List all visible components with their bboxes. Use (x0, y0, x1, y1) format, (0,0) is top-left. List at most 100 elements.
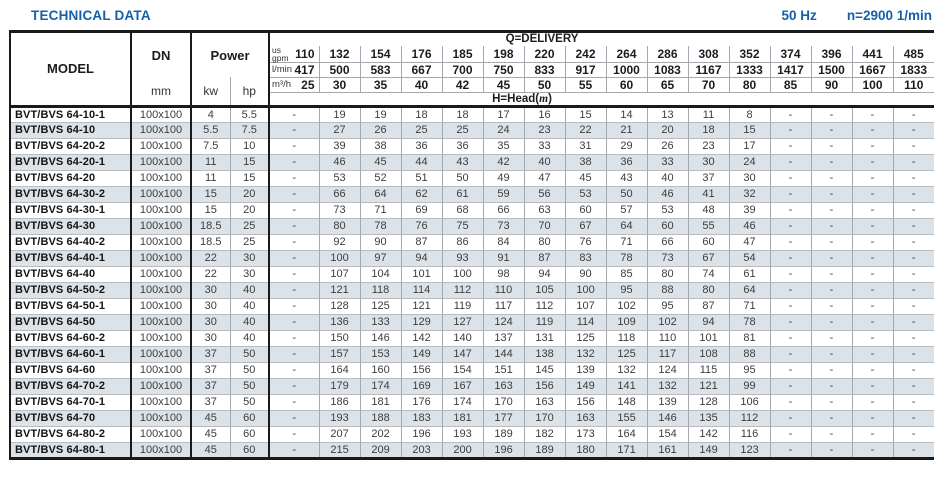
head-value: - (769, 441, 812, 458)
head-value: 148 (605, 393, 648, 410)
head-value: 102 (646, 313, 689, 330)
table-row: BVT/BVS 64-60-2 100x100 30 40-150 146 142 140 1… (10, 329, 935, 346)
head-value: 17 (482, 104, 525, 122)
head-value: - (892, 281, 935, 298)
head-value: 112 (523, 297, 566, 314)
head-value: - (892, 409, 935, 426)
flow-value: 110 (892, 77, 935, 93)
head-value: - (851, 329, 894, 346)
head-value: 99 (728, 377, 771, 394)
head-value: 50 (605, 185, 648, 202)
flow-value: 833 (523, 62, 566, 78)
head-value: 109 (605, 313, 648, 330)
head-value: 29 (605, 137, 648, 154)
head-value: - (851, 409, 894, 426)
head-value: 180 (564, 441, 607, 458)
dn-column-header: DN (130, 31, 191, 77)
model-name: BVT/BVS 64-60 (10, 361, 131, 378)
head-value: - (268, 409, 320, 426)
head-value: - (892, 297, 935, 314)
head-value: 75 (441, 217, 484, 234)
table-row: BVT/BVS 64-70-2 100x100 37 50-179 174 169 167 1… (10, 377, 935, 394)
head-value: 61 (441, 185, 484, 202)
flow-value: 55 (564, 77, 607, 93)
head-value: 142 (687, 425, 730, 442)
dn-value: 100x100 (130, 169, 191, 186)
head-value: - (892, 121, 935, 138)
head-value: 157 (318, 345, 361, 362)
head-value: 149 (564, 377, 607, 394)
head-value: 39 (728, 201, 771, 218)
dn-value: 100x100 (130, 393, 191, 410)
flow-value: 60 (605, 77, 648, 93)
head-value: - (851, 361, 894, 378)
head-value: - (268, 233, 320, 250)
head-value: 20 (646, 121, 689, 138)
head-value: 100 (318, 249, 361, 266)
head-value: 188 (359, 409, 402, 426)
dn-value: 100x100 (130, 345, 191, 362)
head-value: 151 (482, 361, 525, 378)
head-value: 60 (687, 233, 730, 250)
head-value: 15 (564, 104, 607, 122)
head-value: 60 (564, 201, 607, 218)
head-value: - (851, 169, 894, 186)
head-value: - (769, 393, 812, 410)
unit-label-cell: l/min 417 (268, 62, 320, 78)
head-value: 121 (400, 297, 443, 314)
flow-unit-label: l/min (272, 64, 293, 75)
head-value: - (769, 201, 812, 218)
head-value: - (851, 393, 894, 410)
head-value: 136 (318, 313, 361, 330)
head-value: 80 (687, 281, 730, 298)
flow-value: 132 (318, 45, 361, 63)
head-value: 209 (359, 441, 402, 458)
head-value: 19 (359, 104, 402, 122)
dn-value: 100x100 (130, 409, 191, 426)
speed-label: n=2900 1/min (846, 8, 932, 23)
head-value: - (892, 217, 935, 234)
head-value: 139 (564, 361, 607, 378)
head-value: 181 (359, 393, 402, 410)
dn-value: 100x100 (130, 104, 191, 122)
head-value: 117 (482, 297, 525, 314)
hp-value: 60 (229, 409, 270, 426)
flow-value: 45 (482, 77, 525, 93)
head-value: 66 (318, 185, 361, 202)
dn-unit-label: mm (130, 77, 191, 106)
head-value: 37 (687, 169, 730, 186)
kw-value: 11 (190, 169, 230, 186)
flow-value: 198 (482, 45, 525, 63)
head-value: 128 (687, 393, 730, 410)
head-value: - (810, 297, 853, 314)
dn-value: 100x100 (130, 425, 191, 442)
table-row: BVT/BVS 64-10 100x100 5.5 7.5-27 26 25 25 24 23 2… (10, 121, 935, 138)
hp-unit-label: hp (229, 77, 270, 106)
head-value: - (769, 169, 812, 186)
head-value: 33 (523, 137, 566, 154)
head-value: 202 (359, 425, 402, 442)
head-value: 149 (400, 345, 443, 362)
head-value: - (851, 121, 894, 138)
model-name: BVT/BVS 64-10 (10, 121, 131, 138)
model-name: BVT/BVS 64-50-1 (10, 297, 131, 314)
dn-value: 100x100 (130, 233, 191, 250)
head-value: - (769, 409, 812, 426)
head-value: 14 (605, 104, 648, 122)
model-name: BVT/BVS 64-20-2 (10, 137, 131, 154)
power-column-header: Power (189, 31, 270, 77)
head-value: - (268, 425, 320, 442)
head-value: 132 (605, 361, 648, 378)
head-value: - (892, 201, 935, 218)
flow-value: 30 (318, 77, 361, 93)
kw-value: 11 (190, 153, 230, 170)
head-value: - (268, 329, 320, 346)
kw-value: 7.5 (190, 137, 230, 154)
head-value: 186 (318, 393, 361, 410)
head-value: - (810, 121, 853, 138)
head-value: 100 (564, 281, 607, 298)
head-value: 73 (646, 249, 689, 266)
head-value: - (851, 313, 894, 330)
head-value: 80 (646, 265, 689, 282)
flow-value: 441 (851, 45, 894, 63)
